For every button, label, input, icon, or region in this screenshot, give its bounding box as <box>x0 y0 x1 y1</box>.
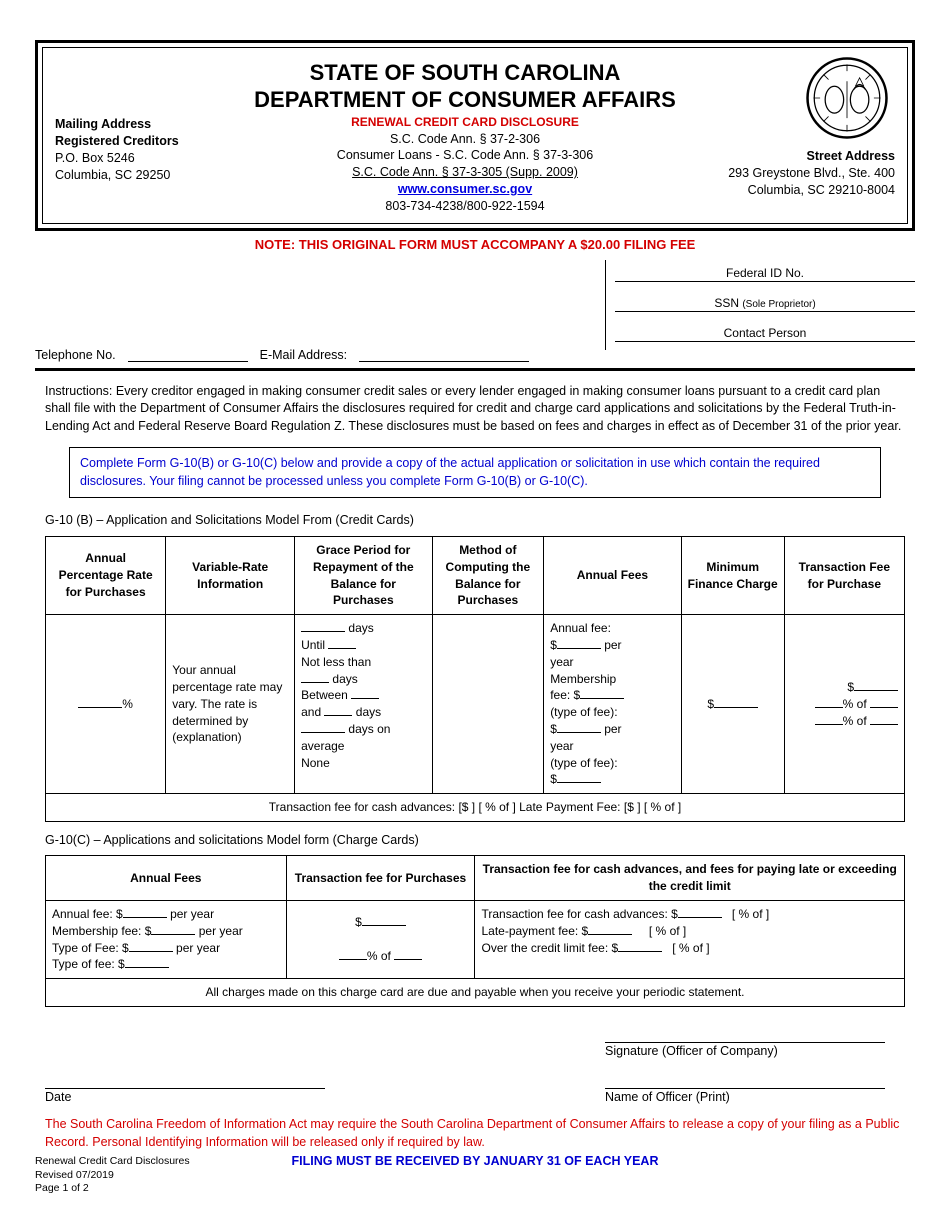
min-finance-cell[interactable]: $ <box>681 615 784 794</box>
g10c-table: Annual Fees Transaction fee for Purchase… <box>45 855 905 1007</box>
signature-line[interactable] <box>605 1025 885 1043</box>
grace-cell[interactable]: days Until Not less than days Between an… <box>295 615 432 794</box>
g10c-advance-cell[interactable]: Transaction fee for cash advances: $ [ %… <box>475 901 905 979</box>
blue-instruction-box: Complete Form G-10(B) or G-10(C) below a… <box>69 447 881 498</box>
g10b-h4: Annual Fees <box>544 536 681 614</box>
filing-fee-note: NOTE: THIS ORIGINAL FORM MUST ACCOMPANY … <box>35 237 915 252</box>
title-line1: STATE OF SOUTH CAROLINA <box>243 60 687 85</box>
g10b-h0: Annual Percentage Rate for Purchases <box>46 536 166 614</box>
title-line2: DEPARTMENT OF CONSUMER AFFAIRS <box>243 87 687 112</box>
g10c-trans-cell[interactable]: $ % of <box>286 901 475 979</box>
email-label: E-Mail Address: <box>260 348 348 362</box>
federal-id-label: Federal ID No. <box>726 266 804 280</box>
page-footer: Renewal Credit Card Disclosures Revised … <box>35 1155 190 1196</box>
street-line2: Columbia, SC 29210-8004 <box>695 182 895 199</box>
signature-label: Signature (Officer of Company) <box>605 1043 905 1061</box>
g10c-h0: Annual Fees <box>46 856 287 901</box>
g10b-footer-row: Transaction fee for cash advances: [$ ] … <box>46 794 905 822</box>
mailing-city: Columbia, SC 29250 <box>55 167 235 184</box>
g10b-label: G-10 (B) – Application and Solicitations… <box>45 512 905 530</box>
federal-id-line[interactable]: Federal ID No. <box>615 260 915 282</box>
contact-label: Contact Person <box>724 326 807 340</box>
annual-fees-cell[interactable]: Annual fee: $ per year Membership fee: $… <box>544 615 681 794</box>
id-right: Federal ID No. SSN (Sole Proprietor) Con… <box>615 260 915 350</box>
header-outer-border: Mailing Address Registered Creditors P.O… <box>35 40 915 231</box>
g10c-h1: Transaction fee for Purchases <box>286 856 475 901</box>
street-address: Street Address 293 Greystone Blvd., Ste.… <box>695 148 895 199</box>
code-lines: S.C. Code Ann. § 37-2-306 Consumer Loans… <box>243 131 687 215</box>
mailing-po: P.O. Box 5246 <box>55 150 235 167</box>
g10b-footer[interactable]: Transaction fee for cash advances: [$ ] … <box>46 794 905 822</box>
telephone-label: Telephone No. <box>35 348 116 362</box>
g10b-h1: Variable-Rate Information <box>166 536 295 614</box>
method-cell[interactable] <box>432 615 544 794</box>
id-block: Federal ID No. SSN (Sole Proprietor) Con… <box>35 260 915 350</box>
website-link[interactable]: www.consumer.sc.gov <box>398 182 532 196</box>
variable-cell: Your annual percentage rate may vary. Th… <box>166 615 295 794</box>
content-area: Instructions: Every creditor engaged in … <box>35 383 915 1171</box>
g10b-h2: Grace Period for Repayment of the Balanc… <box>295 536 432 614</box>
footer-line1: Renewal Credit Card Disclosures <box>35 1155 190 1169</box>
g10c-label: G-10(C) – Applications and solicitations… <box>45 832 905 850</box>
mailing-title: Mailing Address <box>55 116 235 133</box>
g10b-h5: Minimum Finance Charge <box>681 536 784 614</box>
state-seal-icon <box>805 56 889 140</box>
g10c-footer-row: All charges made on this charge card are… <box>46 979 905 1007</box>
ssn-line[interactable]: SSN (Sole Proprietor) <box>615 290 915 312</box>
vertical-divider <box>605 260 615 350</box>
telephone-input[interactable] <box>128 346 248 362</box>
title-block: STATE OF SOUTH CAROLINA DEPARTMENT OF CO… <box>243 58 687 215</box>
date-line[interactable] <box>45 1071 325 1089</box>
contact-person-line[interactable]: Contact Person <box>615 320 915 342</box>
street-title: Street Address <box>695 148 895 165</box>
header-inner-border: Mailing Address Registered Creditors P.O… <box>42 47 908 224</box>
g10b-header-row: Annual Percentage Rate for Purchases Var… <box>46 536 905 614</box>
g10b-h3: Method of Computing the Balance for Purc… <box>432 536 544 614</box>
page: Mailing Address Registered Creditors P.O… <box>0 0 950 1230</box>
date-label: Date <box>45 1089 345 1107</box>
footer-line3: Page 1 of 2 <box>35 1182 190 1196</box>
instructions-text: Instructions: Every creditor engaged in … <box>45 383 905 436</box>
code3: S.C. Code Ann. § 37-3-305 (Supp. 2009) <box>243 164 687 181</box>
foia-text: The South Carolina Freedom of Informatio… <box>45 1116 905 1151</box>
g10c-annual-cell[interactable]: Annual fee: $ per year Membership fee: $… <box>46 901 287 979</box>
signature-block: Signature (Officer of Company) Date Name… <box>45 1025 905 1106</box>
thick-divider <box>35 368 915 371</box>
transaction-fee-cell[interactable]: $ % of % of <box>784 615 904 794</box>
g10b-data-row: % Your annual percentage rate may vary. … <box>46 615 905 794</box>
footer-line2: Revised 07/2019 <box>35 1169 190 1183</box>
email-input[interactable] <box>359 346 529 362</box>
code2: Consumer Loans - S.C. Code Ann. § 37-3-3… <box>243 147 687 164</box>
apr-cell[interactable]: % <box>46 615 166 794</box>
g10c-header-row: Annual Fees Transaction fee for Purchase… <box>46 856 905 901</box>
mailing-address: Mailing Address Registered Creditors P.O… <box>55 116 235 184</box>
g10c-h2: Transaction fee for cash advances, and f… <box>475 856 905 901</box>
phone: 803-734-4238/800-922-1594 <box>243 198 687 215</box>
officer-name-line[interactable] <box>605 1071 885 1089</box>
mailing-sub: Registered Creditors <box>55 133 235 150</box>
id-left-blank <box>35 260 599 350</box>
g10c-footer: All charges made on this charge card are… <box>46 979 905 1007</box>
ssn-small: (Sole Proprietor) <box>742 299 815 310</box>
ssn-label: SSN <box>714 296 742 310</box>
g10c-data-row: Annual fee: $ per year Membership fee: $… <box>46 901 905 979</box>
g10b-table: Annual Percentage Rate for Purchases Var… <box>45 536 905 822</box>
officer-name-label: Name of Officer (Print) <box>605 1089 905 1107</box>
code1: S.C. Code Ann. § 37-2-306 <box>243 131 687 148</box>
g10b-h6: Transaction Fee for Purchase <box>784 536 904 614</box>
street-line1: 293 Greystone Blvd., Ste. 400 <box>695 165 895 182</box>
subtitle: RENEWAL CREDIT CARD DISCLOSURE <box>243 115 687 129</box>
